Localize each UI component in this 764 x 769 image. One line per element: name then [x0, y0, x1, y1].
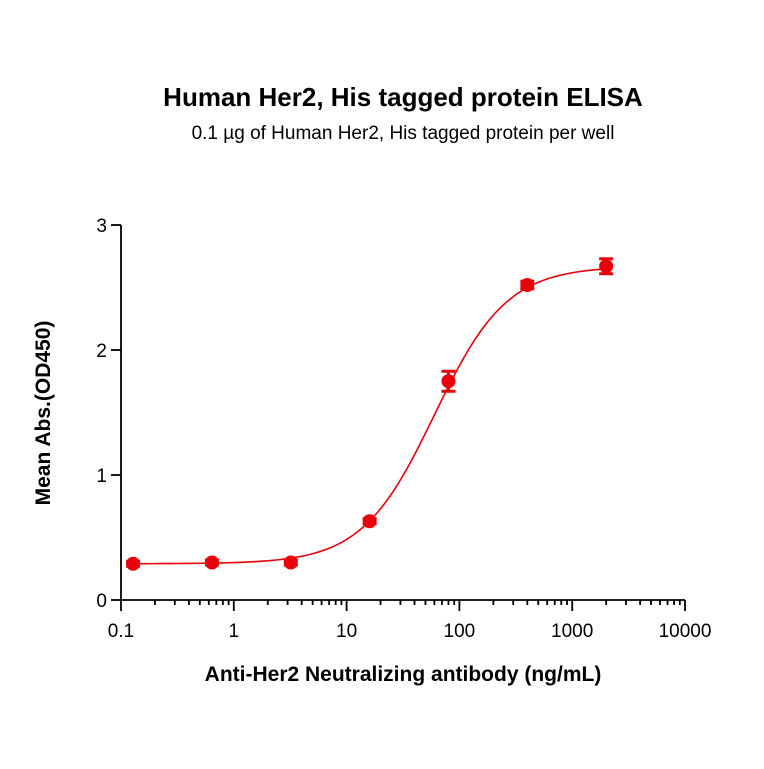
data-point-group — [520, 278, 535, 292]
axes: 0 1 2 3 0.1 1 10 100 1000 10000 — [96, 216, 711, 642]
x-tick-label: 0.1 — [108, 621, 134, 642]
x-tick-label: 1 — [229, 621, 240, 642]
x-tick-label: 10000 — [659, 621, 712, 642]
chart-subtitle: 0.1 µg of Human Her2, His tagged protein… — [192, 123, 615, 144]
data-point-group — [204, 555, 219, 570]
data-point — [520, 278, 535, 292]
data-point — [599, 259, 614, 274]
data-point-group — [283, 555, 298, 570]
data-point-group — [126, 556, 141, 571]
y-tick-label: 3 — [96, 216, 107, 237]
data-point — [362, 514, 377, 529]
data-point — [283, 555, 298, 570]
y-tick-label: 1 — [96, 466, 107, 487]
data-point — [126, 556, 141, 571]
data-point — [441, 374, 456, 389]
x-axis-label: Anti-Her2 Neutralizing antibody (ng/mL) — [205, 663, 602, 686]
data-point-group — [362, 514, 377, 529]
data-point — [204, 555, 219, 570]
chart-title: Human Her2, His tagged protein ELISA — [163, 82, 643, 112]
x-tick-label: 10 — [336, 621, 357, 642]
y-tick-label: 0 — [96, 591, 107, 612]
data-point-group — [441, 369, 456, 393]
y-axis-label: Mean Abs.(OD450) — [32, 321, 55, 506]
y-tick-label: 2 — [96, 341, 107, 362]
data-points-layer — [126, 257, 614, 571]
data-point-group — [599, 257, 614, 276]
x-tick-label: 100 — [444, 621, 476, 642]
x-tick-label: 1000 — [551, 621, 593, 642]
